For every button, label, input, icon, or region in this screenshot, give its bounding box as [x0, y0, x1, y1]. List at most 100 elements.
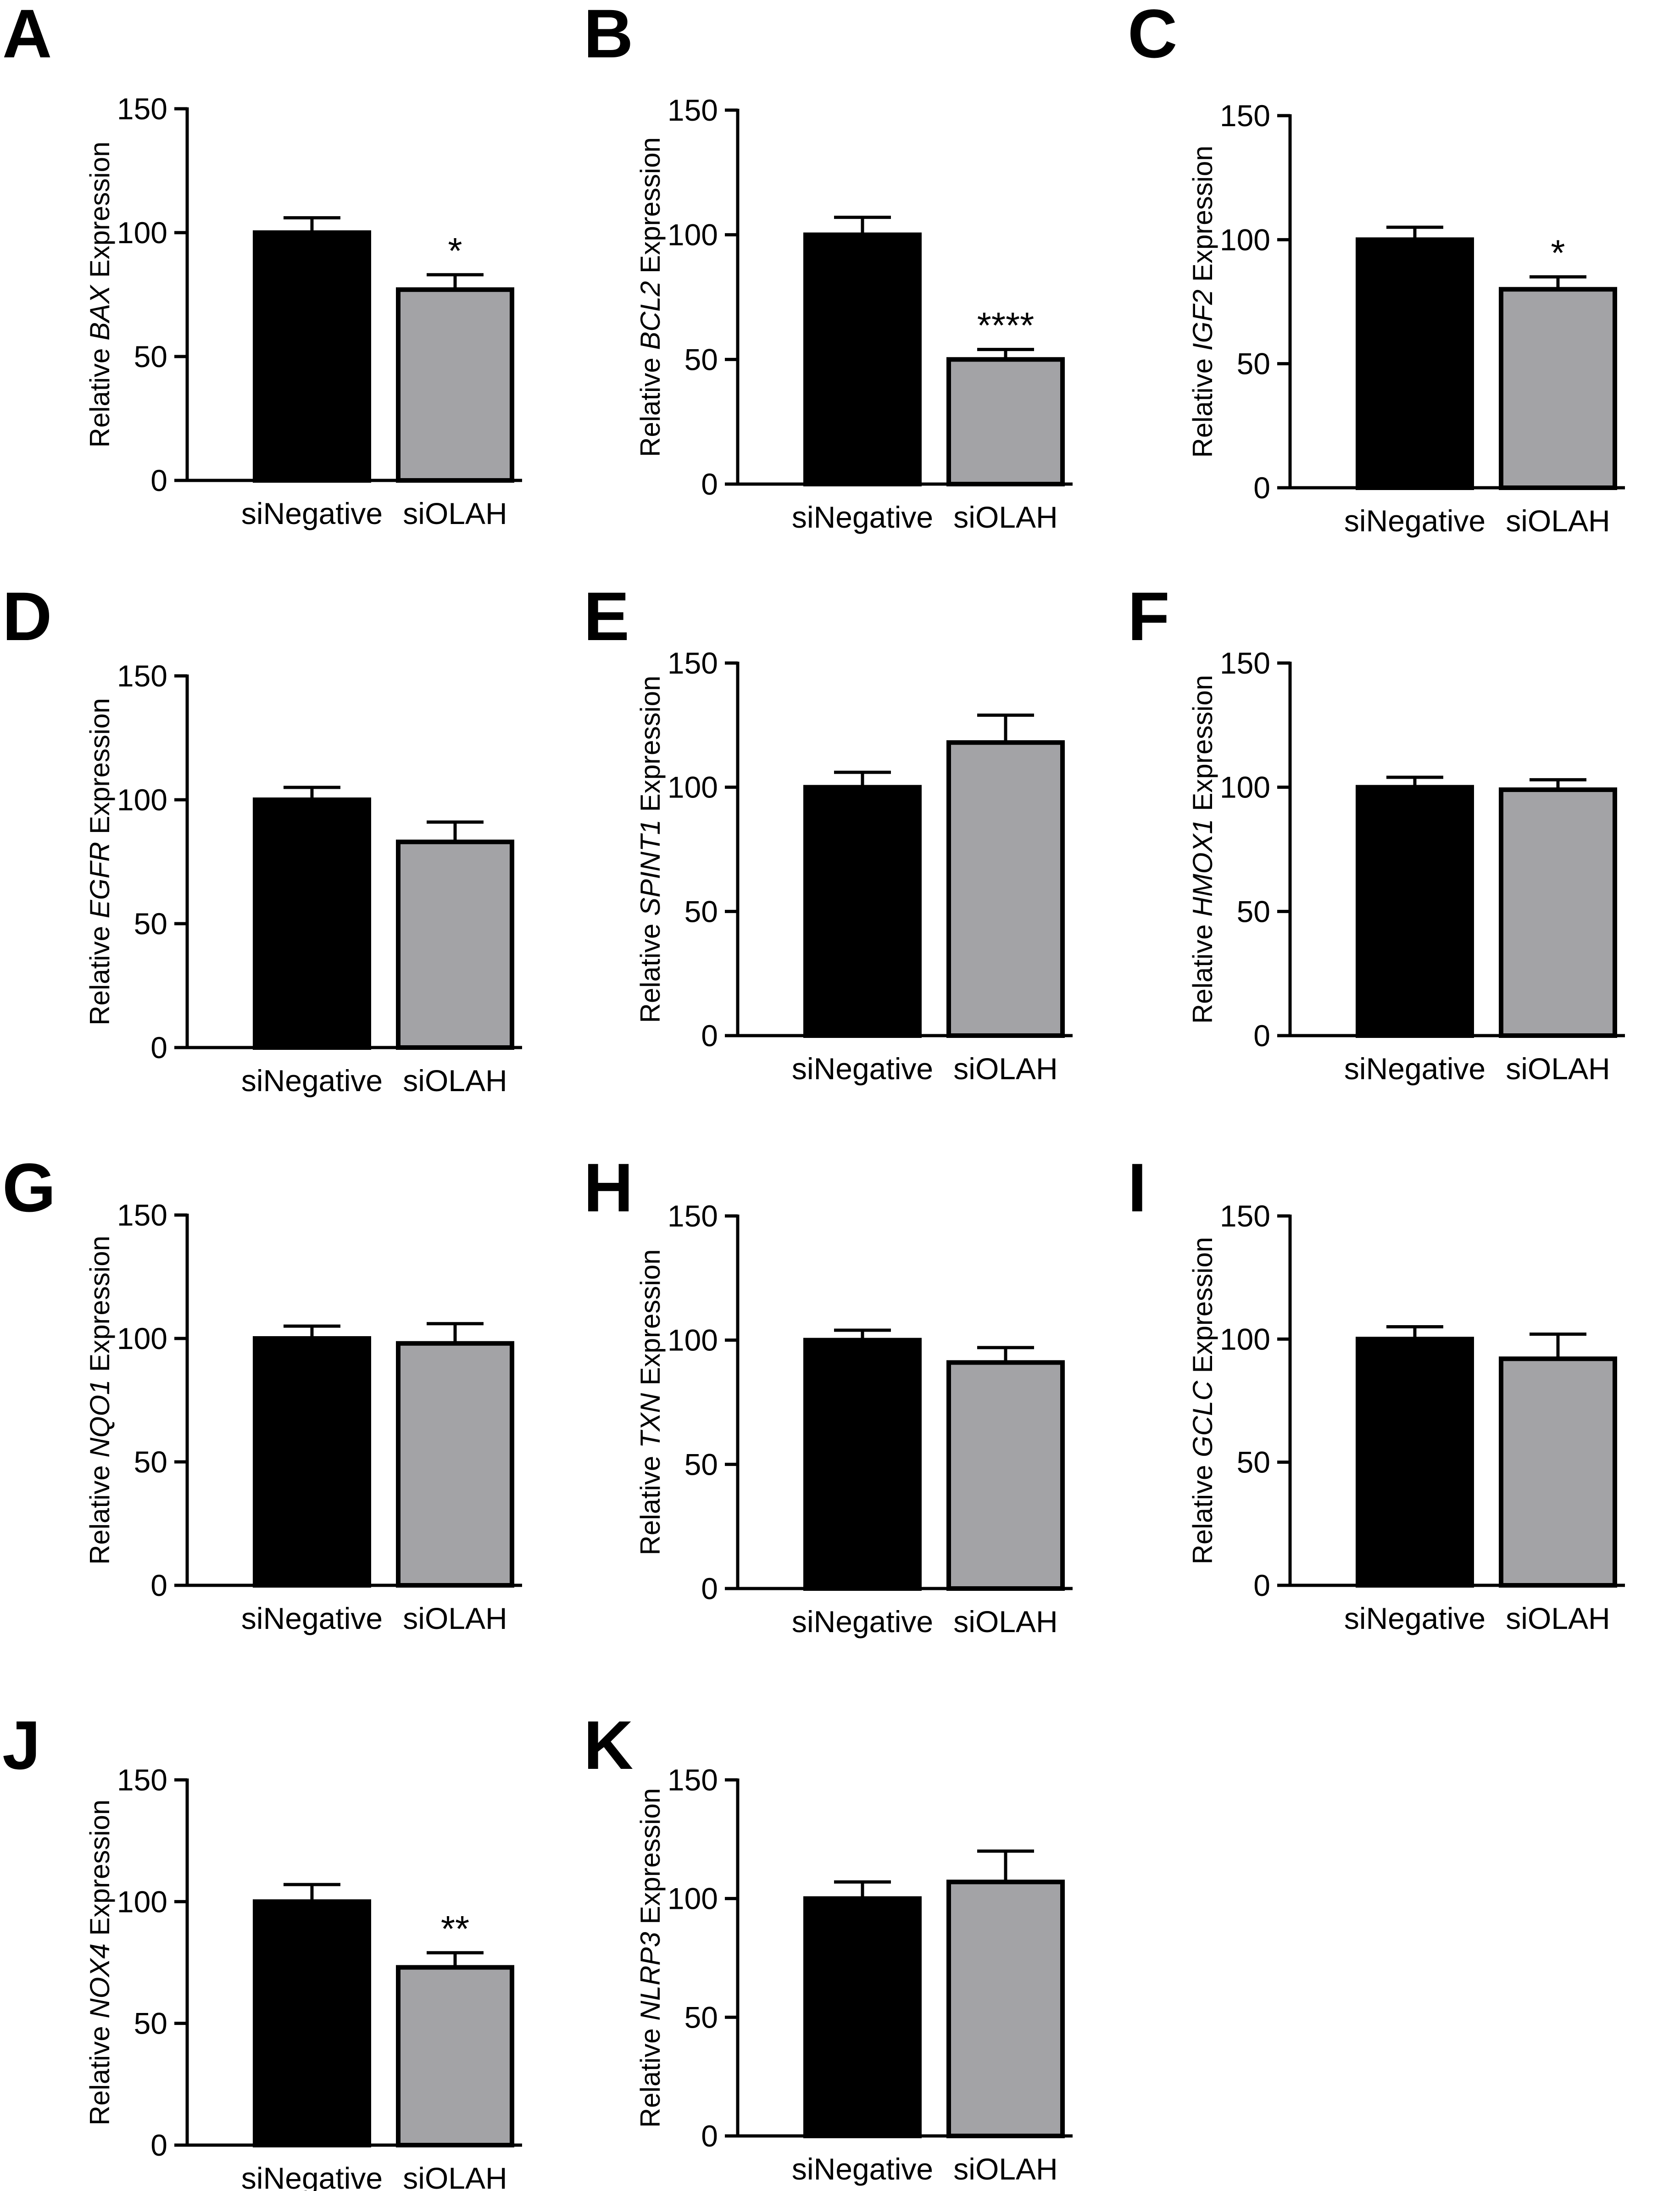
bar-k-siolah — [946, 1879, 1065, 2138]
y-tick-label-f: 100 — [1220, 770, 1270, 804]
panel-letter-k: K — [584, 1706, 633, 1784]
bar-c-sinegative — [1356, 237, 1474, 490]
category-label-h-0: siNegative — [792, 1605, 933, 1639]
bar-d-siolah — [396, 839, 514, 1050]
category-label-j-0: siNegative — [241, 2161, 383, 2191]
y-title-suffix-c: Expression — [1187, 145, 1218, 289]
y-tick-label-g: 100 — [117, 1321, 167, 1355]
y-title-prefix-e: Relative — [635, 916, 666, 1023]
y-tick-label-b: 50 — [684, 342, 718, 376]
y-tick-label-f: 150 — [1220, 646, 1270, 680]
category-label-c-1: siOLAH — [1506, 504, 1610, 538]
bar-a-siolah — [396, 287, 514, 483]
y-title-gene-g: NQO1 — [84, 1380, 115, 1458]
y-tick-label-d: 100 — [117, 783, 167, 817]
y-tick-label-h: 0 — [701, 1572, 718, 1606]
y-tick-label-d: 50 — [134, 907, 167, 941]
bar-g-sinegative — [253, 1336, 371, 1588]
panel-letter-c: C — [1128, 0, 1177, 72]
category-label-g-0: siNegative — [241, 1601, 383, 1635]
significance-a: * — [448, 230, 462, 271]
y-title-gene-h: TXN — [635, 1393, 666, 1448]
y-tick-label-g: 0 — [150, 1568, 167, 1602]
y-title-gene-c: IGF2 — [1187, 290, 1218, 351]
bar-d-sinegative — [253, 797, 371, 1050]
category-label-f-1: siOLAH — [1506, 1052, 1610, 1086]
y-title-suffix-f: Expression — [1187, 675, 1218, 819]
y-title-prefix-h: Relative — [635, 1448, 666, 1555]
bar-c-siolah — [1499, 287, 1617, 490]
y-axis-title-a: Relative BAX Expression — [84, 142, 115, 448]
panel-letter-i: I — [1128, 1149, 1147, 1226]
panel-letter-f: F — [1128, 578, 1170, 655]
bar-e-siolah — [946, 740, 1065, 1038]
y-tick-label-e: 150 — [668, 646, 718, 680]
category-label-c-0: siNegative — [1344, 504, 1485, 538]
y-title-suffix-e: Expression — [635, 676, 666, 820]
panel-letter-b: B — [584, 0, 633, 72]
category-label-a-0: siNegative — [241, 496, 383, 530]
y-title-suffix-i: Expression — [1187, 1237, 1218, 1381]
significance-j: ** — [441, 1908, 469, 1949]
category-label-f-0: siNegative — [1344, 1052, 1485, 1086]
y-tick-label-e: 0 — [701, 1019, 718, 1053]
y-tick-label-b: 0 — [701, 467, 718, 501]
y-tick-label-k: 50 — [684, 2000, 718, 2034]
category-label-h-1: siOLAH — [953, 1605, 1057, 1639]
y-tick-label-b: 150 — [668, 93, 718, 127]
y-axis-title-f: Relative HMOX1 Expression — [1187, 675, 1218, 1024]
y-tick-label-i: 150 — [1220, 1199, 1270, 1233]
y-axis-title-d: Relative EGFR Expression — [84, 698, 115, 1026]
bar-b-siolah — [946, 357, 1065, 486]
y-title-prefix-a: Relative — [84, 340, 115, 447]
category-label-k-0: siNegative — [792, 2152, 933, 2186]
y-axis-title-g: Relative NQO1 Expression — [84, 1236, 115, 1565]
y-tick-label-a: 0 — [150, 463, 167, 497]
y-tick-label-i: 50 — [1237, 1445, 1270, 1479]
y-axis-title-c: Relative IGF2 Expression — [1187, 145, 1218, 457]
y-title-suffix-k: Expression — [635, 1788, 666, 1932]
y-axis-title-j: Relative NOX4 Expression — [84, 1800, 115, 2125]
y-tick-label-b: 100 — [668, 218, 718, 252]
y-title-prefix-c: Relative — [1187, 351, 1218, 457]
panel-letter-g: G — [2, 1149, 56, 1226]
panel-letter-a: A — [2, 0, 52, 72]
y-title-gene-e: SPINT1 — [635, 820, 666, 916]
panel-letter-d: D — [2, 578, 52, 655]
y-tick-label-g: 50 — [134, 1445, 167, 1479]
y-tick-label-a: 150 — [117, 92, 167, 126]
y-tick-label-j: 100 — [117, 1884, 167, 1918]
y-tick-label-d: 150 — [117, 659, 167, 693]
bar-f-siolah — [1499, 787, 1617, 1038]
y-tick-label-d: 0 — [150, 1031, 167, 1065]
y-axis-title-k: Relative NLRP3 Expression — [635, 1788, 666, 2128]
category-label-d-1: siOLAH — [403, 1064, 507, 1098]
y-tick-label-c: 50 — [1237, 347, 1270, 381]
y-tick-label-j: 150 — [117, 1763, 167, 1797]
significance-b: **** — [977, 305, 1035, 346]
y-tick-label-k: 0 — [701, 2119, 718, 2153]
y-axis-title-e: Relative SPINT1 Expression — [635, 676, 666, 1023]
bar-f-sinegative — [1356, 785, 1474, 1038]
y-tick-label-e: 50 — [684, 894, 718, 928]
y-tick-label-c: 100 — [1220, 223, 1270, 256]
panel-letter-j: J — [2, 1706, 40, 1784]
y-tick-label-g: 150 — [117, 1198, 167, 1232]
y-title-prefix-g: Relative — [84, 1458, 115, 1565]
category-label-k-1: siOLAH — [953, 2152, 1057, 2186]
y-tick-label-e: 100 — [668, 770, 718, 804]
category-label-b-1: siOLAH — [953, 500, 1057, 534]
y-tick-label-i: 0 — [1253, 1568, 1270, 1602]
y-title-gene-d: EGFR — [84, 842, 115, 919]
category-label-g-1: siOLAH — [403, 1601, 507, 1635]
y-title-prefix-d: Relative — [84, 918, 115, 1025]
y-tick-label-a: 100 — [117, 216, 167, 250]
category-label-e-0: siNegative — [792, 1052, 933, 1086]
